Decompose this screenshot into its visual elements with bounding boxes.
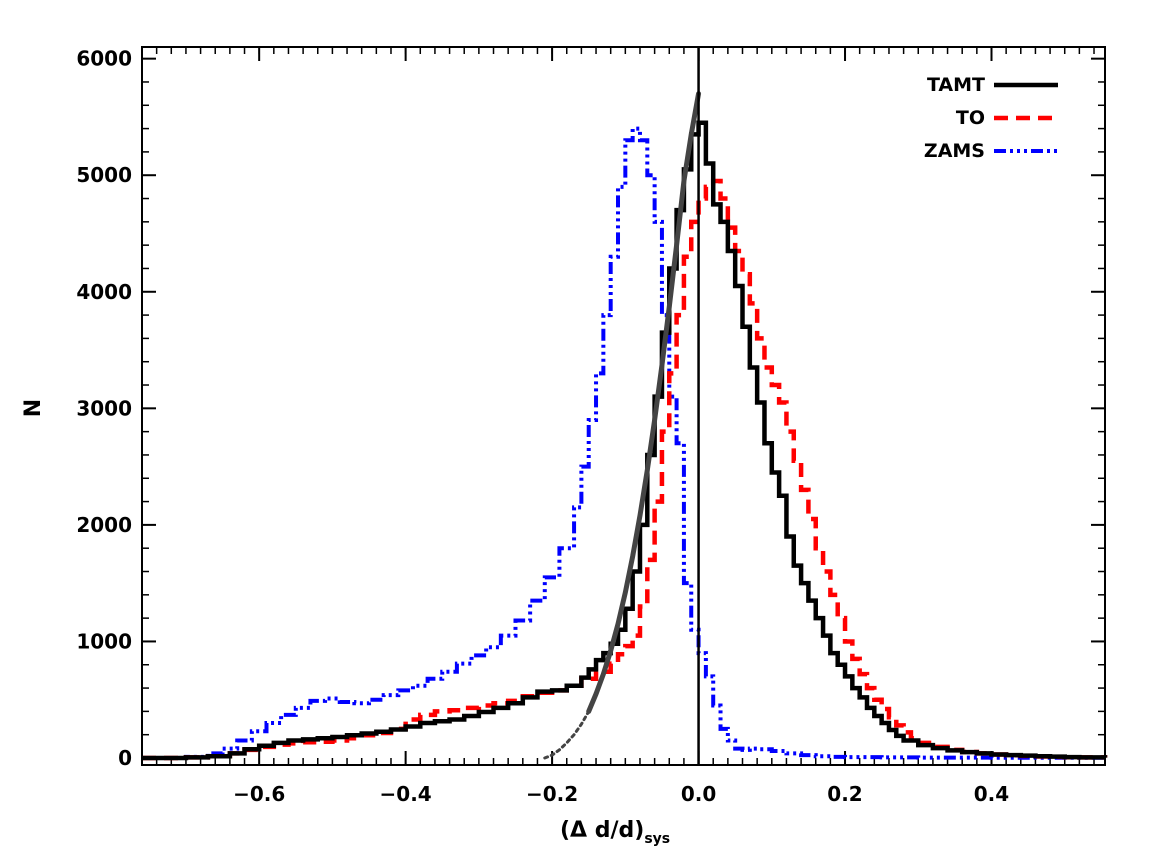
legend-label-to: TO xyxy=(956,107,985,129)
x-tick-label: −0.4 xyxy=(380,782,432,806)
series-to xyxy=(142,178,1108,761)
series-zams xyxy=(142,126,1107,761)
legend-label-tamt: TAMT xyxy=(927,74,985,96)
legend-item-tamt: TAMT xyxy=(927,74,1058,96)
series-layer xyxy=(142,91,1108,761)
y-axis-title: N xyxy=(21,399,46,417)
x-tick-label: 0.0 xyxy=(681,782,716,806)
y-tick-label: 1000 xyxy=(76,629,132,653)
series-fit xyxy=(586,91,702,714)
tick-labels: −0.6 −0.4 −0.2 0.0 0.2 0.4 0 1000 2000 3000 4000 50… xyxy=(76,47,1009,806)
x-tick-label: 0.2 xyxy=(827,782,862,806)
y-tick-label: 3000 xyxy=(76,396,132,420)
x-axis-title-main: (Δ d/d) xyxy=(560,818,644,843)
legend-item-to: TO xyxy=(956,107,1058,129)
y-tick-label: 0 xyxy=(118,746,132,770)
x-tick-label: −0.2 xyxy=(526,782,578,806)
x-tick-label: −0.6 xyxy=(233,782,285,806)
x-axis-title-subscript: sys xyxy=(644,831,670,847)
legend-item-zams: ZAMS xyxy=(924,140,1058,162)
x-tick-label: 0.4 xyxy=(974,782,1009,806)
series-fit-extrapolation xyxy=(543,709,591,760)
series-tamt xyxy=(142,120,1108,761)
y-tick-label: 4000 xyxy=(76,280,132,304)
legend-label-zams: ZAMS xyxy=(924,140,985,162)
y-tick-label: 6000 xyxy=(76,47,132,71)
y-tick-label: 5000 xyxy=(76,163,132,187)
y-tick-label: 2000 xyxy=(76,513,132,537)
x-axis-title: (Δ d/d)sys xyxy=(560,818,670,847)
legend: TAMT TO ZAMS xyxy=(924,74,1058,162)
plot-frame xyxy=(141,46,1106,766)
